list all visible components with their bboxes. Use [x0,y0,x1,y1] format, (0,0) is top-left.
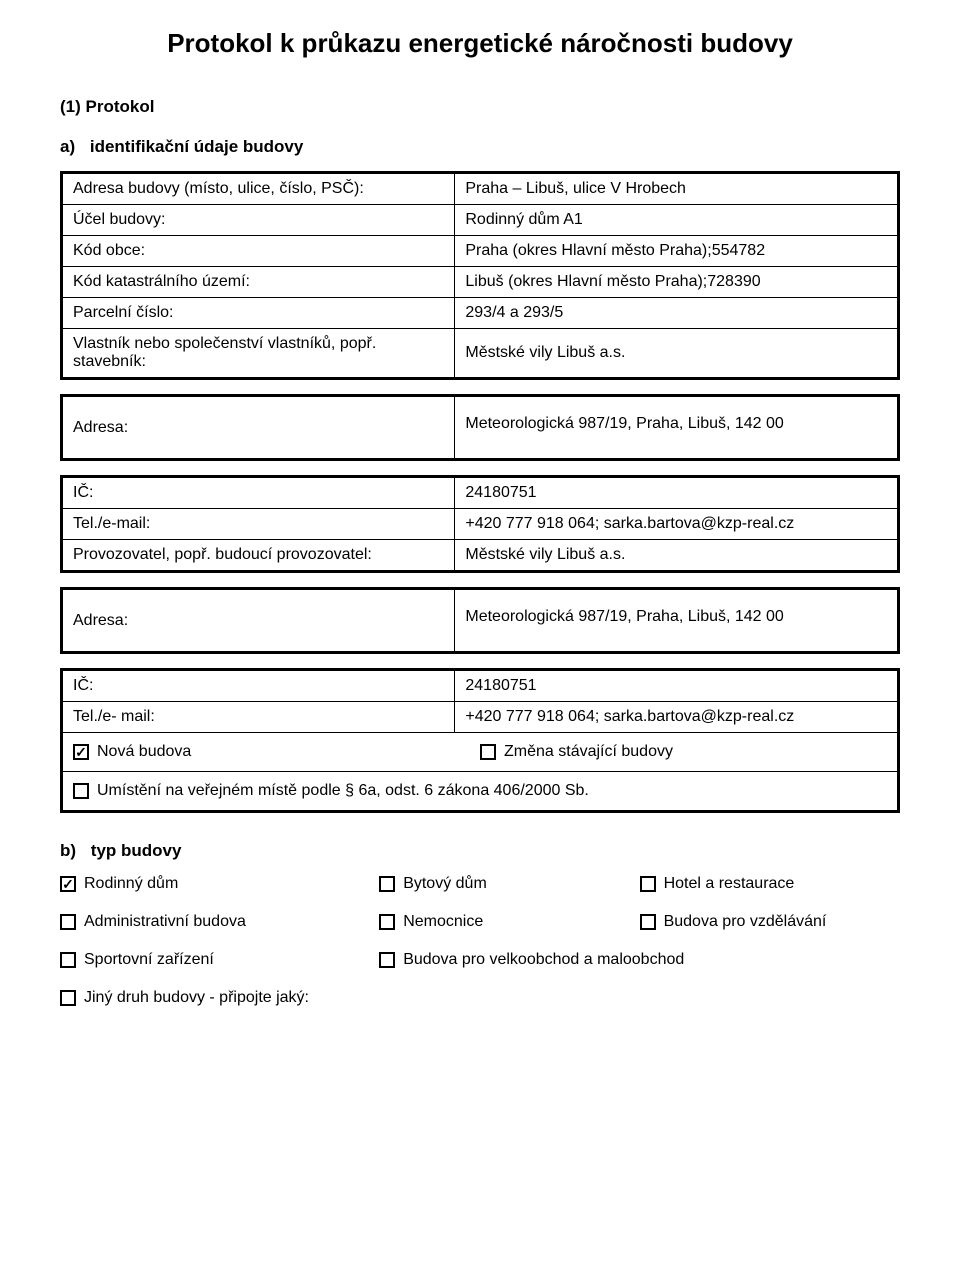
building-type-label: Nemocnice [403,913,483,931]
checkbox-label: Umístění na veřejném místě podle § 6a, o… [97,782,589,800]
checkbox-checked-icon: ✓ [60,876,76,892]
subsection-b-heading: b) typ budovy [60,841,900,861]
subsection-b: b) typ budovy ✓ Rodinný dům Bytový dům Hote… [60,841,900,1007]
document-title: Protokol k průkazu energetické náročnost… [60,28,900,59]
checkbox-unchecked-icon [379,914,395,930]
section-1-label: (1) Protokol [60,97,900,117]
table-value: Praha (okres Hlavní město Praha);554782 [455,236,899,267]
table-key: Vlastník nebo společenství vlastníků, po… [62,329,455,379]
table-key: Kód obce: [62,236,455,267]
checkbox-unchecked-icon [640,914,656,930]
table-value: 24180751 [455,670,899,702]
building-type-grid: ✓ Rodinný dům Bytový dům Hotel a restaurace… [60,875,900,1007]
ident-table-4: Adresa:Meteorologická 987/19, Praha, Lib… [60,587,900,654]
building-type-option: Jiný druh budovy - připojte jaký: [60,989,379,1007]
building-type-option: Nemocnice [379,913,639,931]
building-type-label: Budova pro vzdělávání [664,913,827,931]
table-key: Kód katastrálního území: [62,267,455,298]
table-value: Meteorologická 987/19, Praha, Libuš, 142… [455,589,899,653]
building-type-row: Sportovní zařízení Budova pro velkoobchod… [60,951,900,969]
subsection-a-heading: a) identifikační údaje budovy [60,137,900,157]
checkbox-unchecked-icon [379,952,395,968]
building-type-option: Sportovní zařízení [60,951,379,969]
building-type-option: ✓ Rodinný dům [60,875,379,893]
table-value: Městské vily Libuš a.s. [455,329,899,379]
table-key: Tel./e- mail: [62,702,455,733]
ident-table-1: Adresa budovy (místo, ulice, číslo, PSČ)… [60,171,900,380]
table-value: Praha – Libuš, ulice V Hrobech [455,173,899,205]
checkbox-option: ✓ Nová budova [73,739,480,765]
checkbox-label: Změna stávající budovy [504,743,673,761]
building-type-label: Hotel a restaurace [664,875,795,893]
building-type-label: Administrativní budova [84,913,246,931]
building-type-label: Jiný druh budovy - připojte jaký: [84,989,309,1007]
building-type-row: ✓ Rodinný dům Bytový dům Hotel a restaurace [60,875,900,893]
table-key: Parcelní číslo: [62,298,455,329]
table-value: +420 777 918 064; sarka.bartova@kzp-real… [455,702,899,733]
table-key: Provozovatel, popř. budoucí provozovatel… [62,540,455,572]
building-type-option: Budova pro velkoobchod a maloobchod [379,951,900,969]
building-type-label: Sportovní zařízení [84,951,214,969]
table-key: Adresa: [62,396,455,460]
page-container: Protokol k průkazu energetické náročnost… [0,0,960,1047]
checkbox-option: Změna stávající budovy [480,739,887,765]
subsection-a-label: identifikační údaje budovy [90,137,303,156]
ident-table-5: IČ:24180751Tel./e- mail:+420 777 918 064… [60,668,900,813]
checkbox-label: Nová budova [97,743,191,761]
building-type-option: Budova pro vzdělávání [640,913,900,931]
checkbox-row-cell: Umístění na veřejném místě podle § 6a, o… [62,772,899,812]
ident-table-3: IČ:24180751Tel./e-mail:+420 777 918 064;… [60,475,900,573]
table-value: Rodinný dům A1 [455,205,899,236]
building-type-option: Hotel a restaurace [640,875,900,893]
checkbox-unchecked-icon [379,876,395,892]
checkbox-row-cell: ✓ Nová budova Změna stávající budovy [62,733,899,772]
building-type-option: Bytový dům [379,875,639,893]
building-type-row: Administrativní budova Nemocnice Budova pr… [60,913,900,931]
building-type-row: Jiný druh budovy - připojte jaký: [60,989,900,1007]
table-key: Tel./e-mail: [62,509,455,540]
table-value: +420 777 918 064; sarka.bartova@kzp-real… [455,509,899,540]
table-value: 293/4 a 293/5 [455,298,899,329]
building-type-label: Rodinný dům [84,875,178,893]
checkbox-option: Umístění na veřejném místě podle § 6a, o… [73,778,887,804]
checkbox-unchecked-icon [640,876,656,892]
building-type-option: Administrativní budova [60,913,379,931]
table-value: Městské vily Libuš a.s. [455,540,899,572]
building-type-label: Budova pro velkoobchod a maloobchod [403,951,684,969]
ident-table-2: Adresa:Meteorologická 987/19, Praha, Lib… [60,394,900,461]
subsection-b-letter: b) [60,841,76,860]
subsection-b-label: typ budovy [91,841,182,860]
checkbox-unchecked-icon [60,914,76,930]
table-value: Meteorologická 987/19, Praha, Libuš, 142… [455,396,899,460]
checkbox-unchecked-icon [60,990,76,1006]
table-key: IČ: [62,670,455,702]
table-value: Libuš (okres Hlavní město Praha);728390 [455,267,899,298]
checkbox-unchecked-icon [60,952,76,968]
checkbox-unchecked-icon [73,783,89,799]
subsection-a-letter: a) [60,137,75,156]
table-key: Účel budovy: [62,205,455,236]
checkbox-checked-icon: ✓ [73,744,89,760]
table-key: IČ: [62,477,455,509]
checkbox-unchecked-icon [480,744,496,760]
table-value: 24180751 [455,477,899,509]
building-type-label: Bytový dům [403,875,487,893]
table-key: Adresa budovy (místo, ulice, číslo, PSČ)… [62,173,455,205]
table-key: Adresa: [62,589,455,653]
